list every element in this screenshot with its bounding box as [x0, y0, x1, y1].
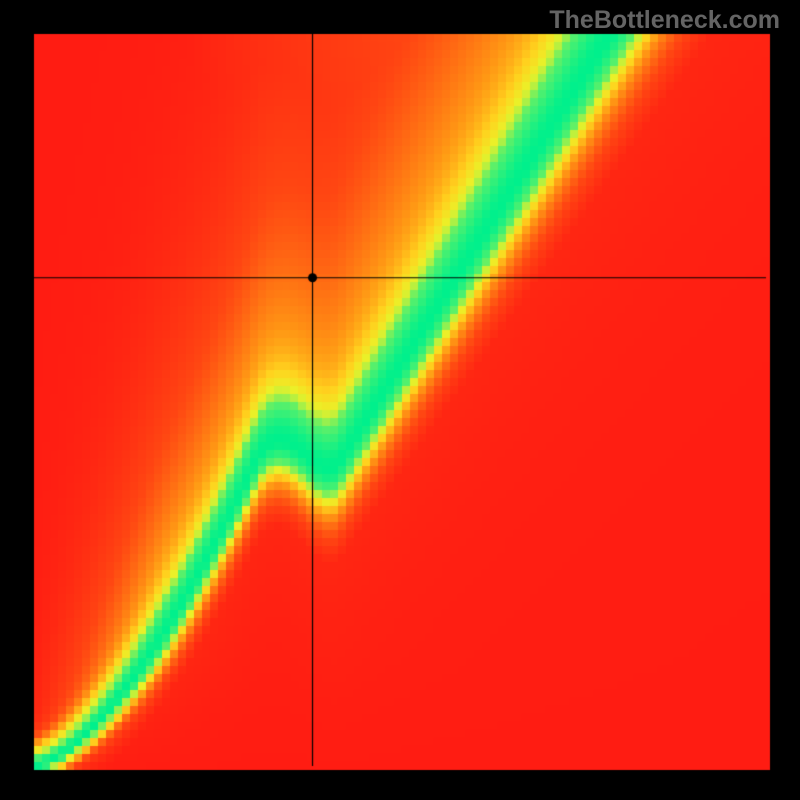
- chart-container: { "watermark": { "text": "TheBottleneck.…: [0, 0, 800, 800]
- watermark-text: TheBottleneck.com: [549, 6, 780, 35]
- bottleneck-heatmap: [0, 0, 800, 800]
